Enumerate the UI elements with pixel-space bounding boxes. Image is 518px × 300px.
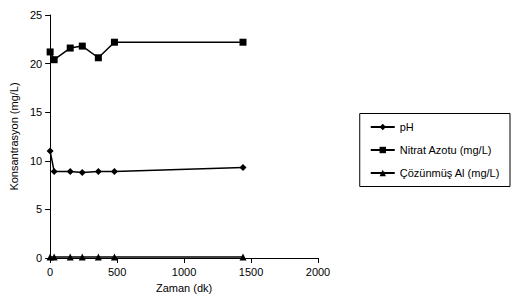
svg-text:10: 10 <box>30 155 42 167</box>
svg-text:0: 0 <box>36 252 42 264</box>
svg-text:Çözünmüş Al (mg/L): Çözünmüş Al (mg/L) <box>400 167 500 179</box>
svg-text:0: 0 <box>47 266 53 278</box>
svg-text:1500: 1500 <box>239 266 263 278</box>
svg-text:25: 25 <box>30 9 42 21</box>
svg-text:5: 5 <box>36 203 42 215</box>
svg-text:15: 15 <box>30 106 42 118</box>
svg-text:Nitrat Azotu (mg/L): Nitrat Azotu (mg/L) <box>400 144 492 156</box>
svg-text:Konsantrasyon (mg/L): Konsantrasyon (mg/L) <box>8 82 20 190</box>
svg-text:1000: 1000 <box>172 266 196 278</box>
svg-text:20: 20 <box>30 58 42 70</box>
svg-text:pH: pH <box>400 121 414 133</box>
svg-text:500: 500 <box>108 266 126 278</box>
svg-text:Zaman (dk): Zaman (dk) <box>156 282 212 294</box>
svg-text:2000: 2000 <box>306 266 330 278</box>
